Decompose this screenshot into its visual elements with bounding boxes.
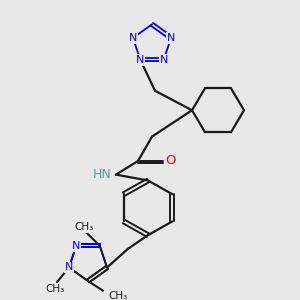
Text: CH₃: CH₃: [74, 222, 93, 232]
Text: O: O: [165, 154, 175, 167]
Text: N: N: [72, 241, 80, 251]
Text: N: N: [65, 262, 73, 272]
Text: CH₃: CH₃: [45, 284, 64, 294]
Text: N: N: [160, 55, 168, 65]
Text: N: N: [136, 55, 144, 65]
Text: CH₃: CH₃: [108, 291, 127, 300]
Text: N: N: [167, 33, 175, 43]
Text: HN: HN: [92, 168, 111, 181]
Text: N: N: [129, 33, 137, 43]
